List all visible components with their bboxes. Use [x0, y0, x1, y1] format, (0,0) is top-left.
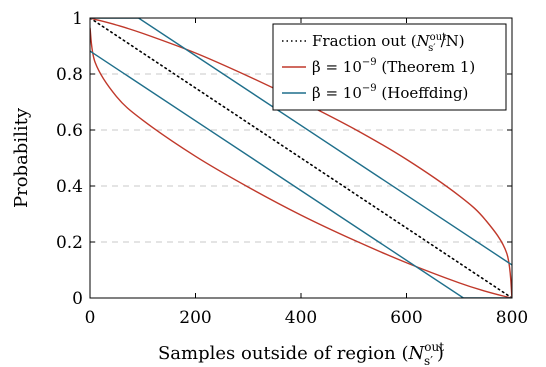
x-axis-label-math-base: N: [408, 343, 426, 364]
legend-entry-fraction-out: Fraction out (Nout s′/N): [312, 32, 465, 54]
x-axis-label: Samples outside of region (Nout s′): [158, 340, 444, 367]
legend-entry-theorem-1: β = 10−9 (Theorem 1): [312, 57, 475, 76]
legend-box: [272, 23, 507, 111]
x-tick-label: 200: [179, 308, 211, 328]
x-axis-label-math-sub: s′: [424, 354, 433, 367]
x-axis-label-text: Samples outside of region: [158, 343, 396, 364]
tick-labels: 0 0.2 0.4 0.6 0.8 1 0 200 400 600 800: [56, 9, 528, 328]
y-tick-label: 0.2: [56, 233, 83, 253]
legend: Fraction out (Nout s′/N) β = 10−9 (Theore…: [272, 23, 507, 111]
y-tick-label: 0.4: [56, 177, 83, 197]
y-tick-label: 1: [72, 9, 83, 29]
series-hoeffding-upper: [90, 18, 512, 266]
series-theorem-1-lower: [90, 27, 512, 298]
x-tick-label: 0: [85, 308, 96, 328]
y-tick-label: 0.8: [56, 65, 83, 85]
y-tick-label: 0: [72, 289, 83, 309]
x-axis-label-math-sup: out: [424, 340, 444, 354]
x-tick-label: 400: [285, 308, 317, 328]
series-fraction-out: [90, 18, 512, 298]
ticks: [89, 17, 513, 299]
legend-entry-hoeffding: β = 10−9 (Hoeffding): [312, 83, 468, 102]
y-tick-label: 0.6: [56, 121, 83, 141]
y-axis-label: Probability: [11, 107, 32, 208]
series-hoeffding-lower: [90, 50, 512, 298]
x-tick-label: 600: [390, 308, 422, 328]
x-tick-label: 800: [496, 308, 528, 328]
